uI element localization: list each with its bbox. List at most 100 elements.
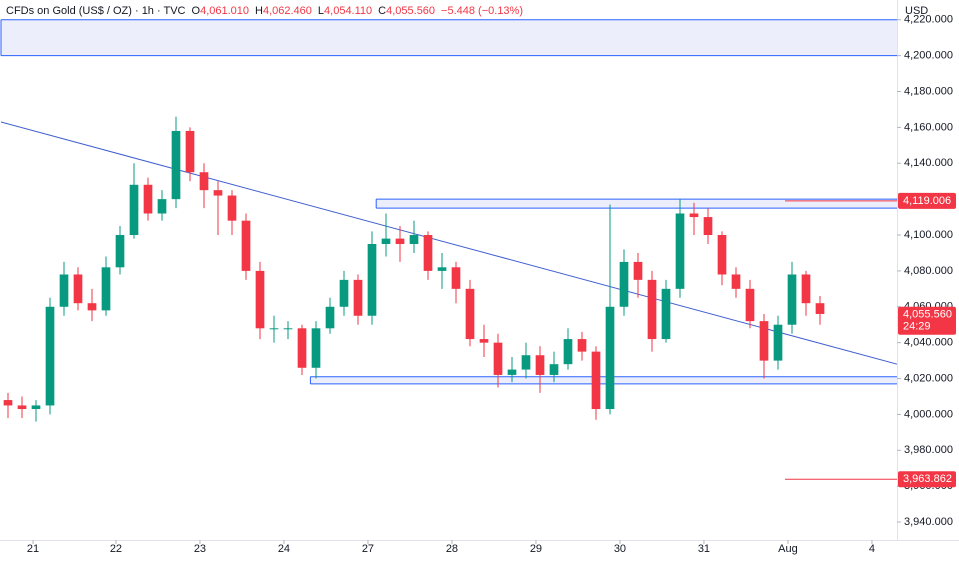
x-tick-label: 28 — [446, 543, 458, 555]
candle-body — [787, 274, 797, 325]
y-tick-label: 4,080.000 — [904, 265, 953, 277]
y-tick-label: 4,220.000 — [904, 14, 953, 26]
x-tick-label: 29 — [530, 543, 542, 555]
change: −5.448 (−0.13%) — [441, 5, 523, 17]
price-label: 4,119.006 — [903, 195, 951, 207]
candle-body — [353, 279, 363, 316]
candle-body — [717, 235, 727, 275]
candle-body — [577, 339, 587, 352]
zone — [376, 199, 897, 209]
candle-body — [591, 351, 601, 410]
x-tick-label: Aug — [778, 543, 798, 555]
price-label-box — [898, 192, 956, 209]
ohlc-value: 4,054.110 — [324, 5, 372, 17]
zone — [1, 19, 897, 56]
candle-body — [535, 355, 545, 375]
candle-body — [367, 243, 377, 316]
candle-body — [311, 328, 321, 368]
drawn-line — [0, 121, 898, 365]
plot-area — [0, 19, 898, 480]
x-tick-label: 4 — [869, 543, 875, 555]
x-tick-label: 23 — [194, 543, 206, 555]
candle-body — [171, 130, 181, 200]
candle-body — [493, 342, 503, 375]
price-label-box — [898, 471, 956, 488]
candle-body — [549, 364, 559, 375]
x-tick-label: 30 — [614, 543, 626, 555]
candle-body — [283, 328, 293, 330]
axis-unit: USD — [905, 5, 928, 17]
candle-body — [815, 303, 825, 314]
candle-body — [731, 274, 741, 289]
candle-body — [745, 288, 755, 322]
candle-body — [227, 195, 237, 221]
y-tick-label: 4,040.000 — [904, 337, 953, 349]
candle-body — [269, 328, 279, 330]
candle-body — [87, 303, 97, 311]
candle-body — [129, 184, 139, 236]
x-tick-label: 22 — [110, 543, 122, 555]
legend-header: CFDs on Gold (US$ / OZ) · 1h · TVC O4,061… — [6, 5, 523, 17]
price-label-box — [898, 306, 956, 335]
y-tick-label: 4,100.000 — [904, 229, 953, 241]
candle-body — [689, 213, 699, 218]
x-tick-label: 27 — [362, 543, 374, 555]
y-tick-label: 3,940.000 — [904, 516, 953, 528]
ohlc-value: 4,055.560 — [386, 5, 435, 17]
price-label-countdown: 24:29 — [903, 321, 931, 333]
y-tick-label: 4,000.000 — [904, 408, 953, 420]
ohlc-key: O — [192, 5, 201, 17]
candle-body — [759, 321, 769, 361]
candle-body — [241, 220, 251, 271]
candle-body — [325, 306, 335, 329]
candle-body — [339, 279, 349, 307]
zone — [310, 376, 897, 384]
candle-body — [31, 405, 41, 410]
candle-body — [801, 274, 811, 304]
y-tick-label: 3,980.000 — [904, 444, 953, 456]
candle-body — [633, 261, 643, 280]
candle-body — [297, 328, 307, 368]
candle-body — [563, 339, 573, 365]
candle-body — [3, 400, 13, 406]
candle-body — [409, 235, 419, 244]
x-tick-label: 31 — [698, 543, 710, 555]
y-tick-label: 4,020.000 — [904, 372, 953, 384]
candle-body — [213, 190, 223, 196]
candle-body — [773, 324, 783, 361]
x-tick-label: 24 — [278, 543, 290, 555]
candle-body — [157, 199, 167, 214]
candle-body — [605, 306, 615, 410]
candle-body — [185, 130, 195, 173]
candle-body — [423, 235, 433, 271]
candle-body — [507, 369, 517, 375]
price-label: 4,055.560 — [903, 309, 952, 321]
ohlc-value: 4,061.010 — [200, 5, 249, 17]
y-tick-label: 4,200.000 — [904, 50, 953, 62]
candle-body — [521, 355, 531, 370]
y-tick-label: 4,160.000 — [904, 121, 953, 133]
candle-body — [395, 238, 405, 244]
candle-body — [619, 261, 629, 307]
candle-body — [647, 279, 657, 340]
candle-body — [703, 217, 713, 236]
candle-body — [381, 238, 391, 244]
candle-body — [143, 184, 153, 214]
candle-body — [59, 274, 69, 307]
ohlc-key: L — [318, 5, 324, 17]
y-tick-label: 4,140.000 — [904, 157, 953, 169]
x-tick-label: 21 — [27, 543, 39, 555]
ohlc-value: 4,062.460 — [263, 5, 312, 17]
candle-body — [115, 235, 125, 268]
candle-body — [451, 267, 461, 289]
ohlc-key: H — [255, 5, 263, 17]
ohlc-key: C — [378, 5, 386, 17]
candle-body — [675, 213, 685, 289]
price-label: 3,963.862 — [903, 473, 952, 485]
candle-body — [17, 405, 27, 410]
candle-body — [73, 274, 83, 304]
candle-body — [45, 306, 55, 406]
